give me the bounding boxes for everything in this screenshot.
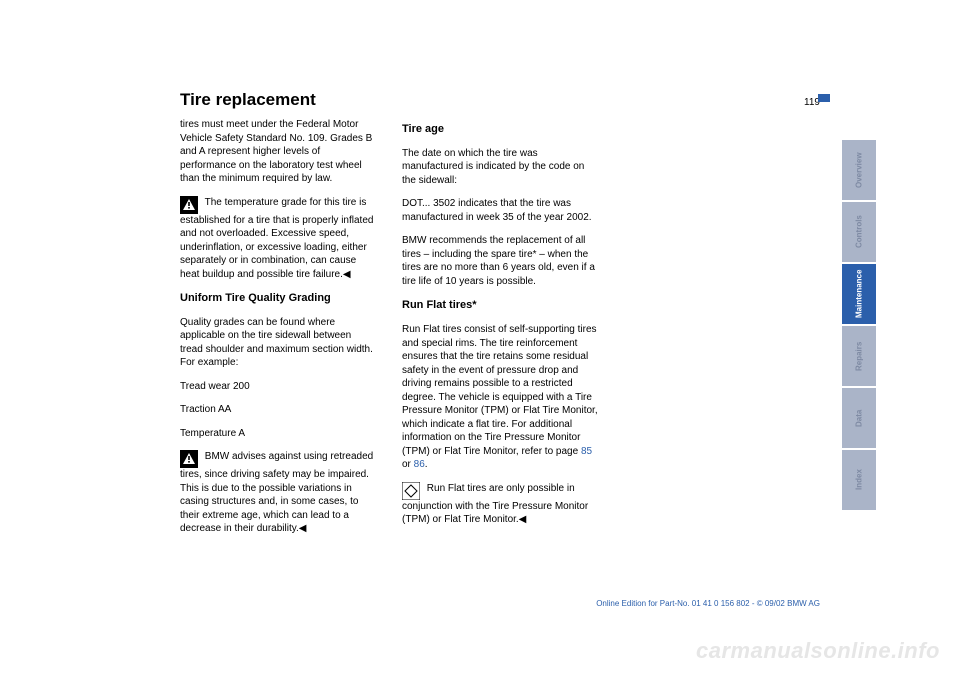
- tab-data[interactable]: Data: [842, 388, 876, 448]
- tab-index[interactable]: Index: [842, 450, 876, 510]
- column-2: Tire age The date on which the tire was …: [402, 118, 598, 546]
- subheading-uniform: Uniform Tire Quality Grading: [180, 291, 376, 306]
- column-3: [624, 118, 820, 546]
- warning-icon: [180, 450, 198, 468]
- side-tabs: Overview Controls Maintenance Repairs Da…: [842, 140, 876, 512]
- body-text: The date on which the tire was manufactu…: [402, 147, 598, 188]
- header-row: Tire replacement 119: [180, 90, 820, 110]
- body-text-part: .: [425, 459, 428, 470]
- corner-accent: [818, 94, 830, 102]
- footer-text: Online Edition for Part-No. 01 41 0 156 …: [596, 599, 820, 608]
- body-text: Temperature A: [180, 427, 376, 441]
- body-text: Tread wear 200: [180, 380, 376, 394]
- warning-icon: [180, 196, 198, 214]
- warning-text: The temperature grade for this tire is e…: [180, 197, 373, 280]
- warning-note: BMW advises against using retreaded tire…: [180, 450, 376, 536]
- body-text-part: Run Flat tires consist of self-supportin…: [402, 324, 598, 457]
- page-link-86[interactable]: 86: [414, 459, 425, 470]
- tab-overview[interactable]: Overview: [842, 140, 876, 200]
- tab-repairs[interactable]: Repairs: [842, 326, 876, 386]
- body-text: tires must meet under the Federal Motor …: [180, 118, 376, 186]
- subheading-rft: Run Flat tires*: [402, 298, 598, 313]
- body-text: Run Flat tires consist of self-supportin…: [402, 323, 598, 472]
- watermark: carmanualsonline.info: [696, 638, 940, 664]
- page-title: Tire replacement: [180, 90, 316, 110]
- warning-text: BMW advises against using retreaded tire…: [180, 451, 373, 534]
- column-1: tires must meet under the Federal Motor …: [180, 118, 376, 546]
- info-text: Run Flat tires are only possible in conj…: [402, 483, 588, 526]
- body-text-part: or: [402, 459, 414, 470]
- tab-maintenance[interactable]: Maintenance: [842, 264, 876, 324]
- subheading-age: Tire age: [402, 122, 598, 137]
- page-link-85[interactable]: 85: [581, 446, 592, 457]
- tab-controls[interactable]: Controls: [842, 202, 876, 262]
- body-text: BMW recommends the replacement of all ti…: [402, 234, 598, 288]
- content-columns: tires must meet under the Federal Motor …: [180, 118, 820, 546]
- body-text: Quality grades can be found where applic…: [180, 316, 376, 370]
- warning-note: The temperature grade for this tire is e…: [180, 196, 376, 282]
- info-icon: [402, 482, 420, 500]
- info-note: Run Flat tires are only possible in conj…: [402, 482, 598, 527]
- body-text: Traction AA: [180, 403, 376, 417]
- body-text: DOT... 3502 indicates that the tire was …: [402, 197, 598, 224]
